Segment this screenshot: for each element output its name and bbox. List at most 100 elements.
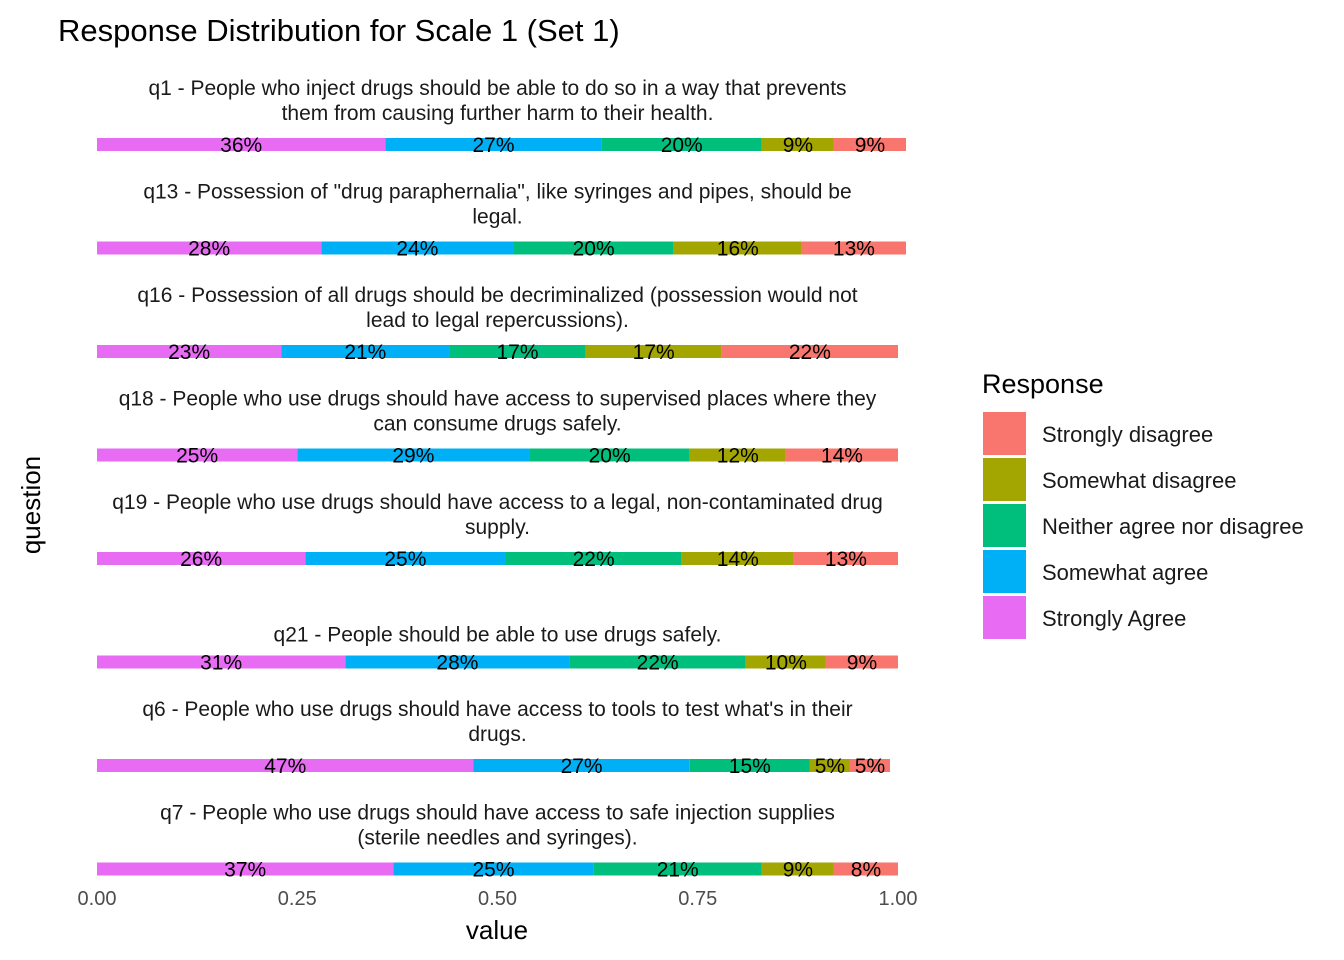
bar-segment (801, 241, 907, 255)
facet-panel: q16 - Possession of all drugs should be … (97, 284, 898, 364)
bar-segment (833, 138, 907, 151)
bar-segment (97, 759, 474, 772)
bar-value-label: 12% (717, 445, 759, 468)
bar-segment (849, 759, 890, 772)
facet-strip-label: q13 - Possession of "drug paraphernalia"… (143, 181, 851, 204)
bar-value-label: 22% (789, 341, 831, 364)
facet-panel: q13 - Possession of "drug paraphernalia"… (97, 181, 907, 261)
bar-segment (601, 138, 762, 151)
bar-value-label: 22% (573, 548, 615, 571)
bar-value-label: 47% (264, 755, 306, 778)
facet-strip-label: drugs. (468, 723, 526, 746)
bar-value-label: 27% (472, 134, 514, 157)
bar-value-label: 29% (392, 445, 434, 468)
bar-value-label: 25% (384, 548, 426, 571)
bar-segment (689, 759, 810, 772)
bar-value-label: 8% (851, 859, 881, 882)
facet-strip-label: q6 - People who use drugs should have ac… (142, 698, 852, 721)
chart-title: Response Distribution for Scale 1 (Set 1… (58, 13, 620, 48)
bar-value-label: 28% (436, 652, 478, 675)
bar-segment (97, 448, 298, 462)
bar-segment (513, 241, 674, 255)
bar-value-label: 37% (224, 859, 266, 882)
bar-value-label: 13% (833, 238, 875, 261)
bar-value-label: 20% (573, 238, 615, 261)
bar-value-label: 13% (825, 548, 867, 571)
bar-segment (281, 345, 450, 358)
legend-swatch (983, 412, 1026, 455)
bar-value-label: 24% (396, 238, 438, 261)
bar-value-label: 9% (855, 134, 885, 157)
bar-value-label: 26% (180, 548, 222, 571)
bar-value-label: 22% (637, 652, 679, 675)
facet-strip-label: q19 - People who use drugs should have a… (112, 491, 883, 514)
facet-panel: q7 - People who use drugs should have ac… (97, 802, 898, 882)
legend-label: Strongly Agree (1042, 606, 1186, 631)
facet-strip-label: legal. (472, 206, 522, 229)
bar-segment (593, 862, 762, 876)
legend-label: Somewhat disagree (1042, 468, 1236, 493)
facet-strip-label: supply. (465, 516, 530, 539)
bar-value-label: 5% (815, 755, 845, 778)
bar-segment (569, 655, 746, 669)
facet-panel: q18 - People who use drugs should have a… (97, 388, 898, 468)
legend-swatch (983, 596, 1026, 639)
bar-segment (761, 138, 834, 151)
bar-segment (745, 655, 826, 669)
bar-segment (473, 759, 690, 772)
bar-value-label: 17% (633, 341, 675, 364)
bar-value-label: 16% (717, 238, 759, 261)
facet-strip-label: q1 - People who inject drugs should be a… (148, 77, 846, 100)
bar-segment (393, 862, 594, 876)
bar-segment (761, 862, 834, 876)
facet-strip-label: them from causing further harm to their … (282, 102, 714, 125)
legend-label: Neither agree nor disagree (1042, 514, 1304, 539)
bar-value-label: 25% (472, 859, 514, 882)
bar-segment (97, 138, 386, 151)
legend-title: Response (982, 369, 1104, 399)
facet-panel: q21 - People should be able to use drugs… (97, 624, 898, 675)
x-axis: 0.00 0.25 0.50 0.75 1.00 (78, 888, 918, 910)
bar-value-label: 21% (344, 341, 386, 364)
facet-strip-label: q16 - Possession of all drugs should be … (137, 284, 857, 307)
bar-value-label: 9% (783, 134, 813, 157)
bar-value-label: 10% (765, 652, 807, 675)
bar-segment (793, 552, 898, 565)
facet-strip-label: q7 - People who use drugs should have ac… (160, 802, 835, 825)
bar-value-label: 28% (188, 238, 230, 261)
legend-swatch (983, 458, 1026, 501)
legend-items: Strongly disagree Somewhat disagree Neithe… (983, 412, 1304, 639)
bar-value-label: 36% (220, 134, 262, 157)
bar-segment (97, 862, 394, 876)
x-tick-label: 0.25 (278, 888, 317, 910)
bar-value-label: 14% (717, 548, 759, 571)
bar-segment (825, 655, 898, 669)
bar-segment (321, 241, 514, 255)
bar-segment (721, 345, 898, 358)
legend: Response Strongly disagree Somewhat disag… (982, 369, 1304, 639)
facet-strip-label: (sterile needles and syringes). (357, 827, 637, 850)
bar-value-label: 31% (200, 652, 242, 675)
facet-strip-label: can consume drugs safely. (373, 413, 621, 436)
bar-segment (585, 345, 722, 358)
facet-panel: q6 - People who use drugs should have ac… (97, 698, 890, 778)
bar-value-label: 25% (176, 445, 218, 468)
bar-segment (785, 448, 898, 462)
bar-segment (529, 448, 690, 462)
x-tick-label: 1.00 (879, 888, 918, 910)
facet-panel: q1 - People who inject drugs should be a… (97, 77, 907, 157)
bar-value-label: 20% (589, 445, 631, 468)
x-tick-label: 0.00 (78, 888, 117, 910)
bar-segment (305, 552, 506, 565)
facet-panels: q1 - People who inject drugs should be a… (97, 77, 907, 882)
bar-segment (385, 138, 602, 151)
x-tick-label: 0.75 (678, 888, 717, 910)
x-axis-label: value (466, 915, 528, 945)
facet-strip-label: q21 - People should be able to use drugs… (274, 624, 722, 647)
facet-panel: q19 - People who use drugs should have a… (97, 491, 898, 571)
bar-value-label: 5% (855, 755, 885, 778)
bar-value-label: 9% (783, 859, 813, 882)
bar-segment (97, 552, 306, 565)
bar-value-label: 23% (168, 341, 210, 364)
